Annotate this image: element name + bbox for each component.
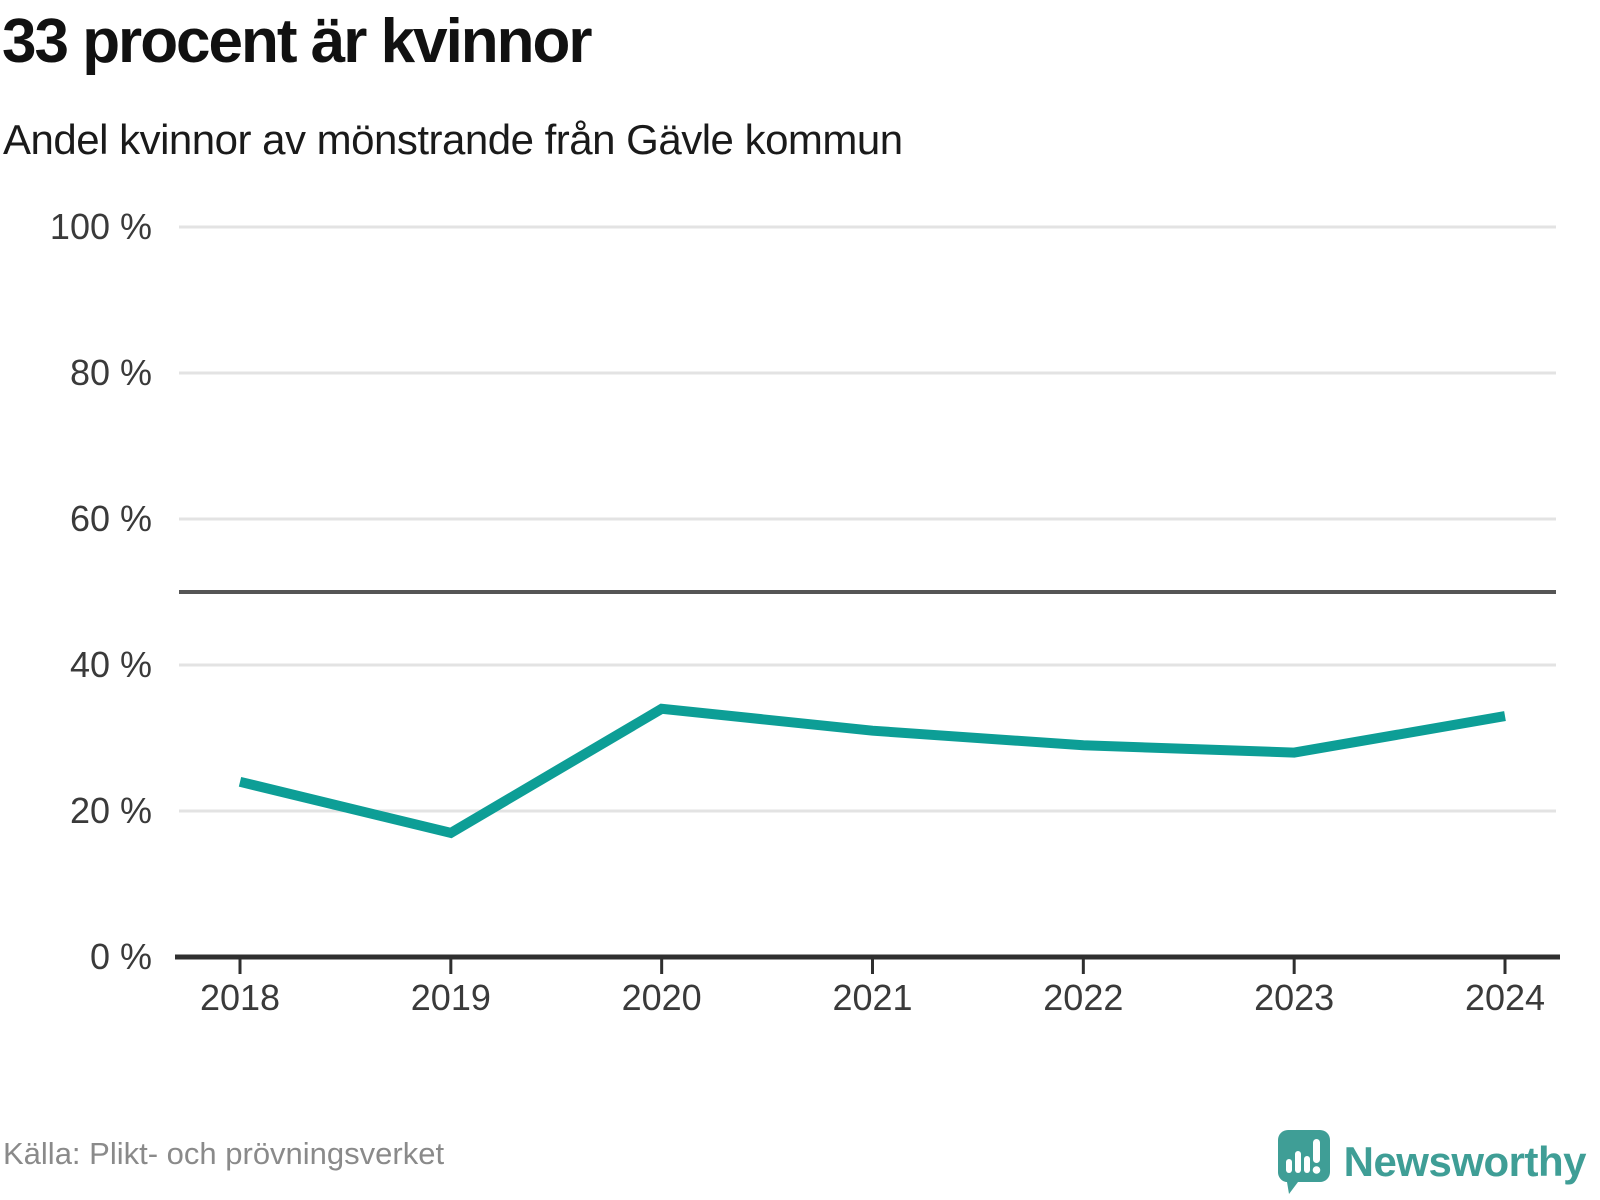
x-tick-label: 2020 (622, 977, 702, 1018)
x-tick-label: 2019 (411, 977, 491, 1018)
newsworthy-wordmark: Newsworthy (1343, 1138, 1587, 1185)
x-tick-label: 2018 (200, 977, 280, 1018)
x-tick-label: 2021 (832, 977, 912, 1018)
newsworthy-logo[interactable]: Newsworthy (1277, 1130, 1587, 1194)
y-tick-label: 80 % (70, 352, 152, 393)
data-line (238, 703, 1506, 839)
y-tick-label: 100 % (50, 206, 152, 247)
y-tick-label: 0 % (90, 936, 152, 977)
source-note: Källa: Plikt- och prövningsverket (3, 1136, 445, 1171)
x-tick-label: 2022 (1043, 977, 1123, 1018)
line-chart: 0 % 20 % 40 % 60 % 80 % 100 % 2018 2019 2020 2021… (50, 206, 1560, 1018)
x-tick-label: 2024 (1465, 977, 1545, 1018)
y-tick-label: 40 % (70, 644, 152, 685)
y-tick-label: 20 % (70, 790, 152, 831)
x-tick-label: 2023 (1254, 977, 1334, 1018)
chart-subtitle: Andel kvinnor av mönstrande från Gävle k… (3, 116, 903, 163)
newsworthy-bubble-icon (1277, 1130, 1330, 1194)
y-tick-label: 60 % (70, 498, 152, 539)
chart-title: 33 procent är kvinnor (2, 7, 593, 76)
